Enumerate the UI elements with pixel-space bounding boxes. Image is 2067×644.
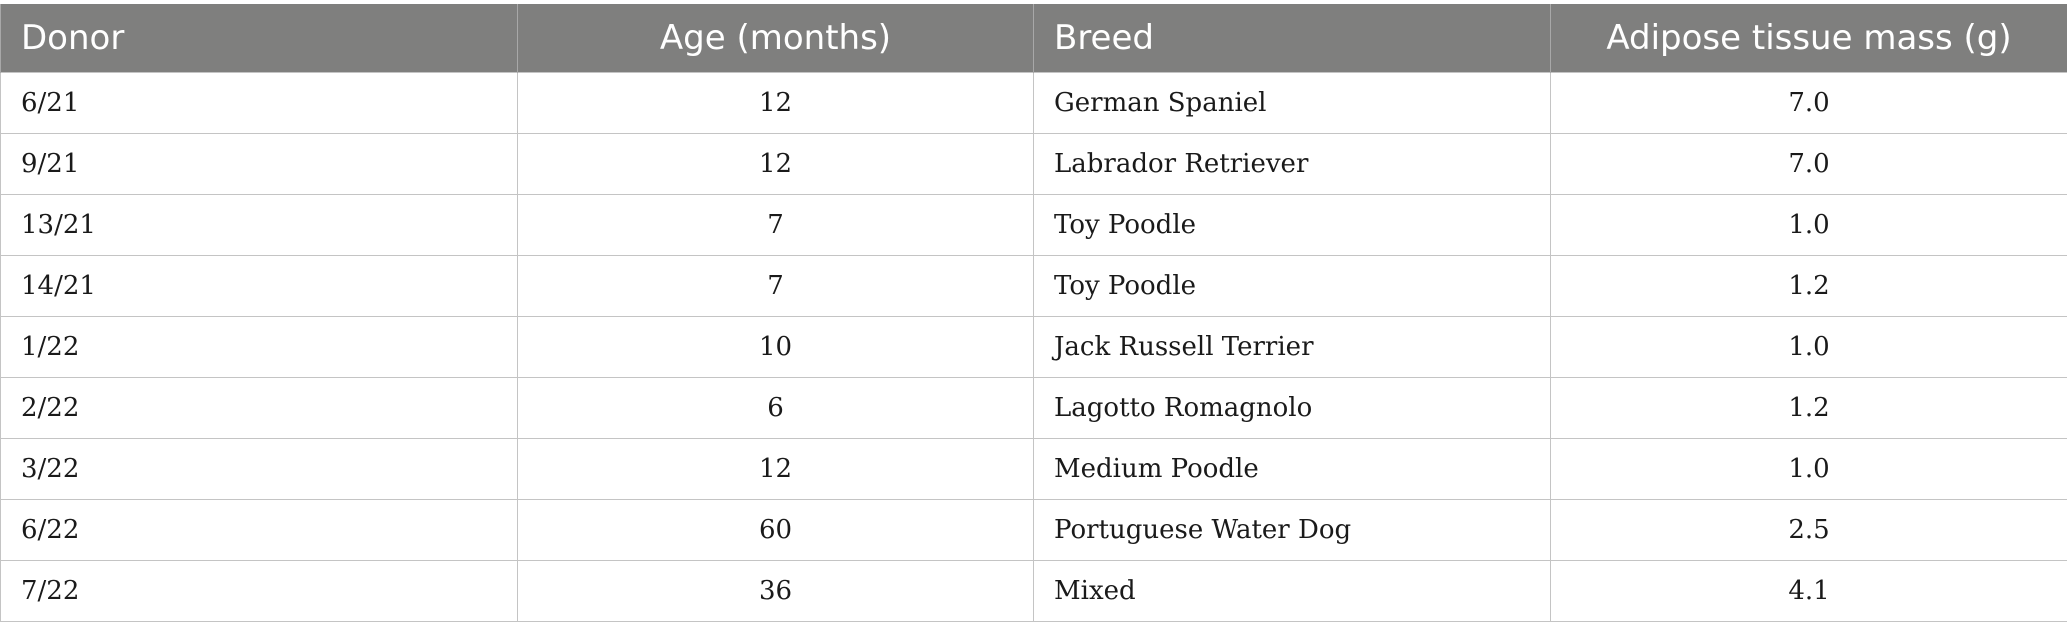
table-row: 1/22 10 Jack Russell Terrier 1.0	[0, 316, 2067, 378]
donor-table: Donor Age (months) Breed Adipose tissue …	[0, 4, 2067, 622]
header-donor: Donor	[0, 4, 518, 73]
cell-donor: 3/22	[0, 438, 518, 500]
header-age: Age (months)	[517, 4, 1034, 73]
cell-breed: Mixed	[1033, 560, 1551, 622]
cell-donor: 13/21	[0, 194, 518, 256]
cell-age: 7	[517, 255, 1034, 317]
cell-donor: 9/21	[0, 133, 518, 195]
cell-age: 36	[517, 560, 1034, 622]
cell-adipose-mass: 1.0	[1550, 316, 2067, 378]
cell-donor: 14/21	[0, 255, 518, 317]
cell-adipose-mass: 1.0	[1550, 194, 2067, 256]
table-row: 2/22 6 Lagotto Romagnolo 1.2	[0, 377, 2067, 439]
table-row: 14/21 7 Toy Poodle 1.2	[0, 255, 2067, 317]
table-row: 6/22 60 Portuguese Water Dog 2.5	[0, 499, 2067, 561]
cell-adipose-mass: 7.0	[1550, 133, 2067, 195]
table-row: 9/21 12 Labrador Retriever 7.0	[0, 133, 2067, 195]
cell-breed: Lagotto Romagnolo	[1033, 377, 1551, 439]
cell-donor: 7/22	[0, 560, 518, 622]
cell-adipose-mass: 1.2	[1550, 255, 2067, 317]
cell-adipose-mass: 2.5	[1550, 499, 2067, 561]
cell-donor: 2/22	[0, 377, 518, 439]
header-adipose-mass: Adipose tissue mass (g)	[1550, 4, 2067, 73]
donor-table-container: Donor Age (months) Breed Adipose tissue …	[0, 4, 2067, 622]
cell-donor: 6/21	[0, 72, 518, 134]
cell-breed: Toy Poodle	[1033, 194, 1551, 256]
table-row: 3/22 12 Medium Poodle 1.0	[0, 438, 2067, 500]
header-row: Donor Age (months) Breed Adipose tissue …	[0, 4, 2067, 73]
cell-breed: Medium Poodle	[1033, 438, 1551, 500]
cell-age: 7	[517, 194, 1034, 256]
cell-breed: Jack Russell Terrier	[1033, 316, 1551, 378]
table-header: Donor Age (months) Breed Adipose tissue …	[0, 4, 2067, 73]
cell-breed: German Spaniel	[1033, 72, 1551, 134]
cell-adipose-mass: 1.0	[1550, 438, 2067, 500]
cell-adipose-mass: 4.1	[1550, 560, 2067, 622]
table-row: 13/21 7 Toy Poodle 1.0	[0, 194, 2067, 256]
table-body: 6/21 12 German Spaniel 7.0 9/21 12 Labra…	[0, 72, 2067, 622]
cell-age: 10	[517, 316, 1034, 378]
cell-breed: Labrador Retriever	[1033, 133, 1551, 195]
table-row: 7/22 36 Mixed 4.1	[0, 560, 2067, 622]
cell-age: 12	[517, 72, 1034, 134]
cell-age: 12	[517, 133, 1034, 195]
cell-donor: 6/22	[0, 499, 518, 561]
cell-age: 60	[517, 499, 1034, 561]
table-row: 6/21 12 German Spaniel 7.0	[0, 72, 2067, 134]
cell-adipose-mass: 1.2	[1550, 377, 2067, 439]
cell-adipose-mass: 7.0	[1550, 72, 2067, 134]
cell-breed: Toy Poodle	[1033, 255, 1551, 317]
cell-breed: Portuguese Water Dog	[1033, 499, 1551, 561]
cell-age: 12	[517, 438, 1034, 500]
header-breed: Breed	[1033, 4, 1551, 73]
cell-age: 6	[517, 377, 1034, 439]
cell-donor: 1/22	[0, 316, 518, 378]
